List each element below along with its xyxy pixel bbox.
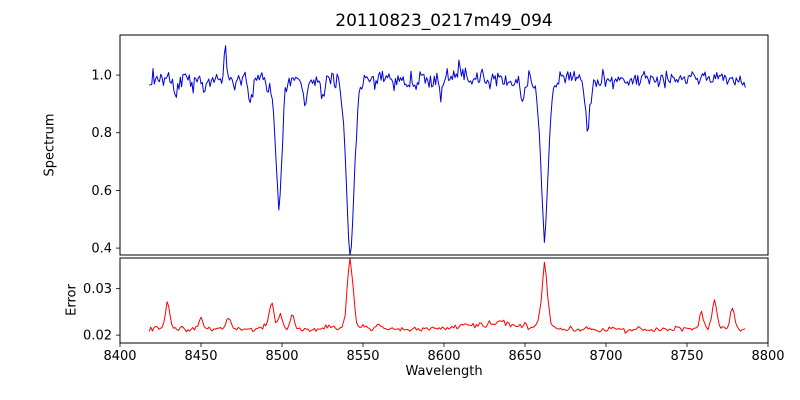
xtick-label: 8800 [751,349,784,364]
xtick-label: 8650 [508,349,541,364]
xtick-label: 8750 [670,349,703,364]
xtick-label: 8600 [427,349,460,364]
y-axis-label-error: Error [64,284,80,316]
xtick-label: 8400 [103,349,136,364]
xtick-label: 8500 [265,349,298,364]
error-ytick-label: 0.03 [83,282,112,297]
spectrum-ytick-label: 0.8 [91,126,112,141]
xtick-label: 8550 [346,349,379,364]
spectrum-ytick-label: 1.0 [91,69,112,84]
error-ytick-label: 0.02 [83,329,112,344]
y-axis-label-spectrum: Spectrum [42,113,58,177]
xtick-label: 8450 [184,349,217,364]
spectrum-ytick-label: 0.6 [91,184,112,199]
x-axis-label: Wavelength [405,364,483,379]
xtick-label: 8700 [589,349,622,364]
chart-title: 20110823_0217m49_094 [335,11,553,31]
spectrum-ytick-label: 0.4 [91,242,112,257]
